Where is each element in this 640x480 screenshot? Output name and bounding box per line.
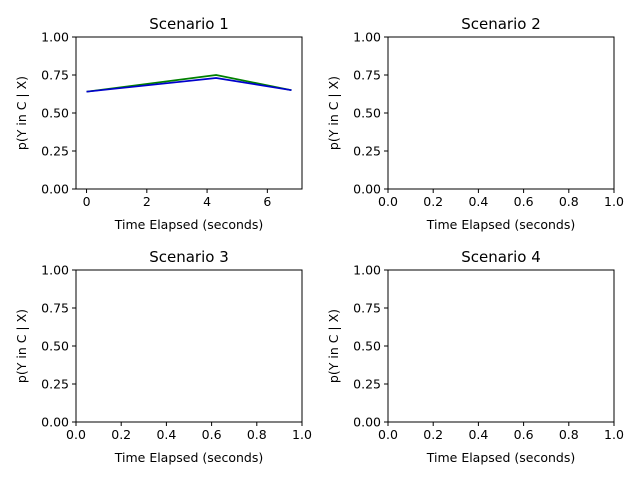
subplot-title: Scenario 2 <box>461 15 541 33</box>
axes-frame <box>387 36 615 190</box>
x-tick-label: 0.8 <box>559 427 579 442</box>
y-tick-label: 1.00 <box>353 30 381 45</box>
x-tick-label: 0.6 <box>202 427 222 442</box>
y-tick-label: 0.25 <box>41 144 69 159</box>
y-tick-label: 0.75 <box>41 68 69 83</box>
x-tick-label: 1.0 <box>292 427 312 442</box>
y-tick-label: 0.25 <box>41 377 69 392</box>
y-tick-label: 0.75 <box>353 68 381 83</box>
y-tick-label: 0.75 <box>41 301 69 316</box>
x-axis-label: Time Elapsed (seconds) <box>426 450 576 465</box>
subplot-title: Scenario 3 <box>149 248 229 266</box>
x-tick-label: 0.0 <box>378 427 398 442</box>
x-tick-label: 1.0 <box>604 427 624 442</box>
subplot-1: 0 2 4 6 0.00 0.25 0.50 0.75 1.00 Scenario 1 Time E… <box>14 15 303 232</box>
x-tick-label: 0.4 <box>468 194 488 209</box>
x-tick-label: 0.2 <box>111 427 131 442</box>
y-tick-label: 0.75 <box>353 301 381 316</box>
x-tick-label: 0.4 <box>468 427 488 442</box>
y-tick-label: 0.00 <box>41 415 69 430</box>
subplot-2: 0.0 0.2 0.4 0.6 0.8 1.0 0.00 0.25 0.50 0.75 1.00 Sc… <box>326 15 624 232</box>
x-tick-label: 0.4 <box>156 427 176 442</box>
subplot-4: 0.0 0.2 0.4 0.6 0.8 1.0 0.00 0.25 0.50 0.75 1.00 Sc… <box>326 248 624 465</box>
series-line-1 <box>86 74 292 93</box>
subplot-title: Scenario 1 <box>149 15 229 33</box>
x-axis-label: Time Elapsed (seconds) <box>114 217 264 232</box>
x-tick-label: 0.8 <box>247 427 267 442</box>
axes-frame <box>387 269 615 423</box>
x-tick-label: 6 <box>263 194 271 209</box>
x-axis-label: Time Elapsed (seconds) <box>426 217 576 232</box>
x-tick-label: 4 <box>203 194 211 209</box>
x-tick-label: 0.2 <box>423 427 443 442</box>
y-tick-label: 0.00 <box>353 415 381 430</box>
axes-frame <box>75 269 303 423</box>
y-axis-label: p(Y in C | X) <box>14 309 29 383</box>
subplot-3: 0.0 0.2 0.4 0.6 0.8 1.0 0.00 0.25 0.50 0.75 1.00 Sc… <box>14 248 312 465</box>
y-tick-label: 0.00 <box>353 182 381 197</box>
y-tick-label: 0.25 <box>353 377 381 392</box>
y-tick-label: 0.25 <box>353 144 381 159</box>
y-tick-label: 1.00 <box>41 30 69 45</box>
y-tick-label: 0.50 <box>353 339 381 354</box>
axes-frame <box>75 36 303 190</box>
x-tick-label: 0.0 <box>66 427 86 442</box>
y-axis-label: p(Y in C | X) <box>14 76 29 150</box>
subplot-title: Scenario 4 <box>461 248 541 266</box>
x-tick-label: 0.6 <box>514 427 534 442</box>
x-axis-label: Time Elapsed (seconds) <box>114 450 264 465</box>
y-tick-label: 0.50 <box>353 106 381 121</box>
x-tick-label: 0.8 <box>559 194 579 209</box>
x-tick-label: 0.6 <box>514 194 534 209</box>
x-tick-label: 2 <box>143 194 151 209</box>
series-line-2 <box>86 77 292 93</box>
x-tick-label: 0 <box>83 194 91 209</box>
y-tick-label: 0.00 <box>41 182 69 197</box>
y-tick-label: 1.00 <box>41 263 69 278</box>
y-axis-label: p(Y in C | X) <box>326 76 341 150</box>
y-tick-label: 1.00 <box>353 263 381 278</box>
x-tick-label: 0.2 <box>423 194 443 209</box>
y-tick-label: 0.50 <box>41 339 69 354</box>
y-axis-label: p(Y in C | X) <box>326 309 341 383</box>
y-tick-label: 0.50 <box>41 106 69 121</box>
x-tick-label: 1.0 <box>604 194 624 209</box>
x-tick-label: 0.0 <box>378 194 398 209</box>
